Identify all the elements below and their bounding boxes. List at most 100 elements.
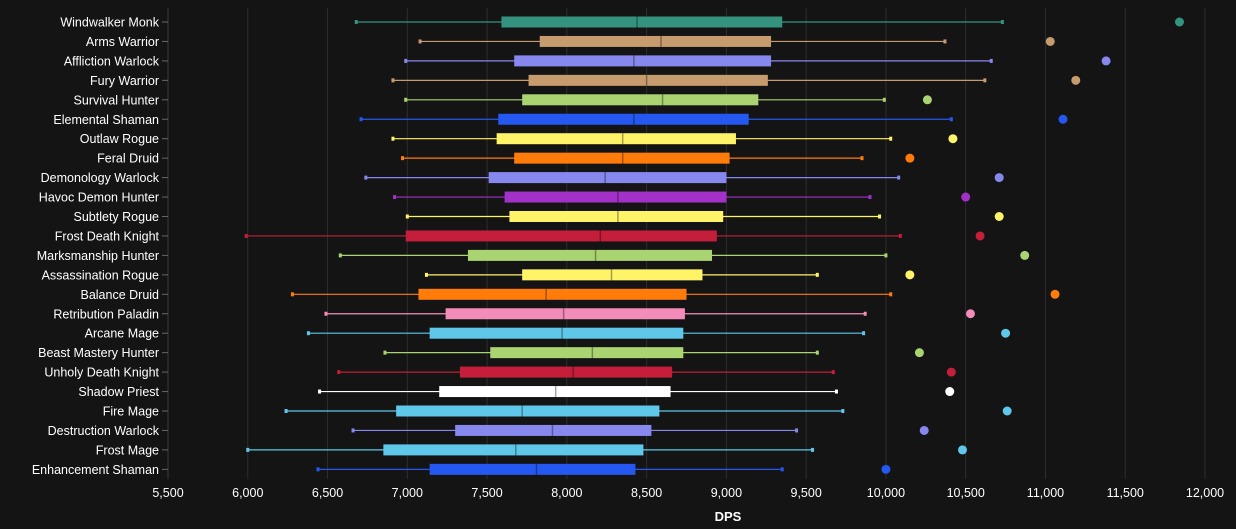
outlier-point (975, 231, 985, 241)
iqr-box (522, 94, 759, 106)
outlier-point (961, 192, 971, 202)
outlier-point (948, 134, 958, 144)
outlier-point (1045, 36, 1055, 46)
iqr-box (405, 230, 717, 242)
whisker-cap-max (862, 331, 866, 336)
whisker-cap-max (898, 233, 902, 238)
x-tick-label: 7,000 (392, 486, 423, 500)
category-label: Windwalker Monk (60, 16, 159, 30)
x-tick-label: 10,000 (867, 486, 905, 500)
outlier-point (1050, 289, 1060, 299)
whisker-cap-max (815, 350, 819, 355)
grid-lines (167, 8, 1206, 479)
outlier-points (881, 17, 1184, 474)
whisker-cap-min (246, 447, 250, 452)
whisker-cap-min (284, 409, 288, 413)
outlier-point (945, 387, 955, 397)
category-label: Beast Mastery Hunter (38, 346, 159, 360)
x-tick-label: 9,000 (711, 486, 742, 500)
x-tick-label: 5,500 (152, 486, 183, 500)
x-axis-title: DPS (715, 509, 742, 524)
category-label: Frost Mage (96, 443, 159, 457)
whisker-cap-max (860, 156, 864, 161)
category-label: Demonology Warlock (41, 171, 160, 185)
whisker-cap-min (364, 175, 368, 180)
iqr-box (501, 16, 783, 28)
whisker-cap-max (878, 214, 882, 219)
whisker-cap-max (882, 97, 886, 102)
x-tick-label: 8,500 (631, 486, 662, 500)
whisker-cap-min (393, 195, 397, 200)
category-label: Arms Warrior (86, 35, 159, 49)
whisker-cap-max (795, 428, 799, 433)
iqr-box (509, 211, 724, 222)
category-label: Frost Death Knight (55, 229, 160, 243)
category-label: Feral Druid (97, 152, 159, 166)
outlier-point (1058, 114, 1068, 124)
x-tick-label: 8,000 (551, 486, 582, 500)
whisker-cap-min (383, 350, 387, 355)
whisker-cap-min (418, 39, 422, 44)
category-label: Fury Warrior (90, 74, 159, 88)
whisker-cap-max (841, 409, 845, 413)
whisker-cap-min (424, 272, 428, 277)
whisker-cap-min (324, 311, 328, 316)
iqr-box (488, 172, 727, 184)
category-label: Shadow Priest (78, 385, 159, 399)
whisker-cap-max (897, 175, 901, 180)
whisker-cap-max (889, 136, 893, 141)
category-label: Assassination Rogue (42, 268, 159, 282)
iqr-box (455, 424, 652, 436)
iqr-box (396, 405, 660, 417)
whisker-cap-max (868, 195, 872, 200)
outlier-point (1020, 250, 1030, 260)
outlier-point (994, 212, 1004, 221)
iqr-box (439, 386, 671, 398)
x-tick-label: 12,000 (1186, 486, 1224, 500)
whisker-cap-max (943, 39, 947, 44)
outlier-point (965, 309, 975, 319)
outlier-point (1174, 17, 1184, 27)
iqr-box (490, 347, 684, 359)
category-label: Destruction Warlock (48, 424, 160, 438)
iqr-box (429, 327, 684, 339)
iqr-box (498, 113, 749, 125)
x-tick-label: 10,500 (947, 486, 985, 500)
category-label: Subtlety Rogue (74, 210, 160, 224)
whisker-cap-max (889, 292, 893, 297)
iqr-box (459, 366, 673, 378)
whisker-cap-min (404, 97, 408, 102)
whisker-cap-min (351, 428, 355, 433)
category-label: Retribution Paladin (53, 307, 159, 321)
whisker-cap-min (405, 214, 409, 219)
whisker-cap-min (290, 292, 294, 297)
whisker-cap-max (834, 389, 838, 394)
whisker-cap-max (863, 311, 867, 316)
whisker-cap-min (391, 78, 395, 83)
iqr-box (418, 288, 687, 300)
category-label: Unholy Death Knight (44, 366, 159, 380)
iqr-box (528, 74, 768, 86)
category-label: Affliction Warlock (64, 54, 160, 68)
whisker-cap-min (338, 253, 342, 258)
x-tick-label: 11,000 (1027, 486, 1064, 500)
whisker-cap-max (831, 370, 835, 375)
outlier-point (905, 153, 915, 163)
outlier-point (919, 425, 929, 435)
category-label: Marksmanship Hunter (37, 249, 159, 263)
outlier-point (1002, 406, 1012, 416)
iqr-box (429, 463, 636, 475)
outlier-point (881, 464, 891, 474)
iqr-box (383, 444, 644, 456)
category-label: Balance Druid (80, 288, 159, 302)
iqr-box (514, 152, 730, 164)
outlier-point (914, 348, 924, 358)
category-label: Survival Hunter (74, 93, 159, 107)
outlier-point (958, 445, 968, 455)
whisker-cap-max (1000, 20, 1004, 24)
whisker-cap-min (306, 331, 310, 336)
whisker-cap-max (949, 117, 953, 122)
outlier-point (1001, 328, 1011, 338)
outlier-point (922, 95, 932, 105)
